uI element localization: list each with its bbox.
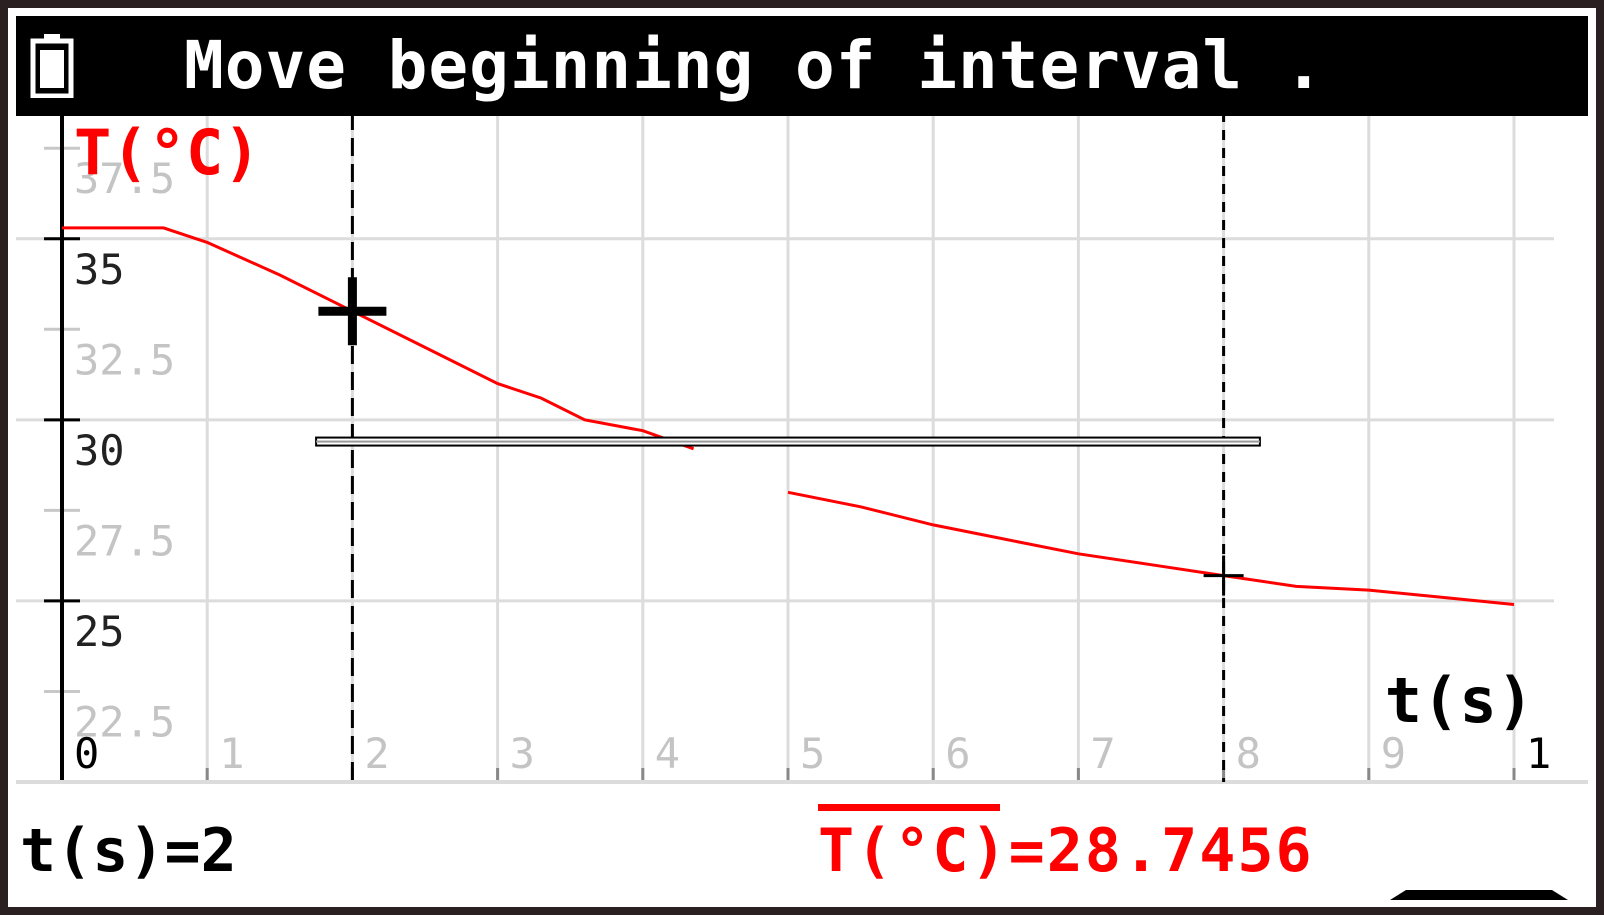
x-tick-label-5: 5: [800, 729, 825, 778]
x-tick-label-9: 9: [1381, 729, 1406, 778]
x-tick-label-6: 6: [945, 729, 970, 778]
y-tick-label-1: 25: [74, 607, 125, 656]
x-tick-label-4: 4: [655, 729, 680, 778]
y-tick-label-3: 30: [74, 426, 125, 475]
x-tick-label-1: 1: [219, 729, 244, 778]
calculator-screen: 22.5 25 27.5 30 32.5 35 37.5 0 1 2 3 4 5 6 7 8 9 1 T(°C) t(…: [8, 8, 1596, 907]
y-tick-label-0: 22.5: [74, 697, 175, 746]
series-line-segment-1: [62, 226, 695, 451]
x-tick-label-7: 7: [1090, 729, 1115, 778]
plot-area[interactable]: 22.5 25 27.5 30 32.5 35 37.5 0 1 2 3 4 5 6 7 8 9 1 T(°C) t(…: [8, 8, 1596, 907]
x-tick-label-0: 0: [74, 729, 99, 778]
mean-line-inner: [316, 440, 1260, 443]
y-tick-label-5: 35: [74, 245, 125, 294]
title-bar: Move beginning of interval .: [16, 16, 1588, 116]
y-tick-label-2: 27.5: [74, 516, 175, 565]
y-tick-label-4: 32.5: [74, 335, 175, 384]
y-tick-label-6: 37.5: [74, 154, 175, 203]
x-tick-label-3: 3: [510, 729, 535, 778]
battery-icon: [30, 34, 74, 98]
x-tick-label-10: 1: [1526, 729, 1551, 778]
status-t-value: t(s)=2: [20, 816, 237, 886]
title-message: Move beginning of interval .: [184, 27, 1325, 104]
scroll-indicator-icon: [1390, 890, 1568, 900]
x-tick-label-8: 8: [1236, 729, 1261, 778]
y-axis-label: T(°C): [74, 116, 261, 189]
series-line-segment-2: [787, 490, 1515, 606]
x-axis-label: t(s): [1385, 664, 1534, 737]
x-tick-label-2: 2: [364, 729, 389, 778]
status-temperature-value: T(°C)=28.7456: [818, 816, 1314, 886]
mean-value-overline: [818, 804, 1000, 811]
